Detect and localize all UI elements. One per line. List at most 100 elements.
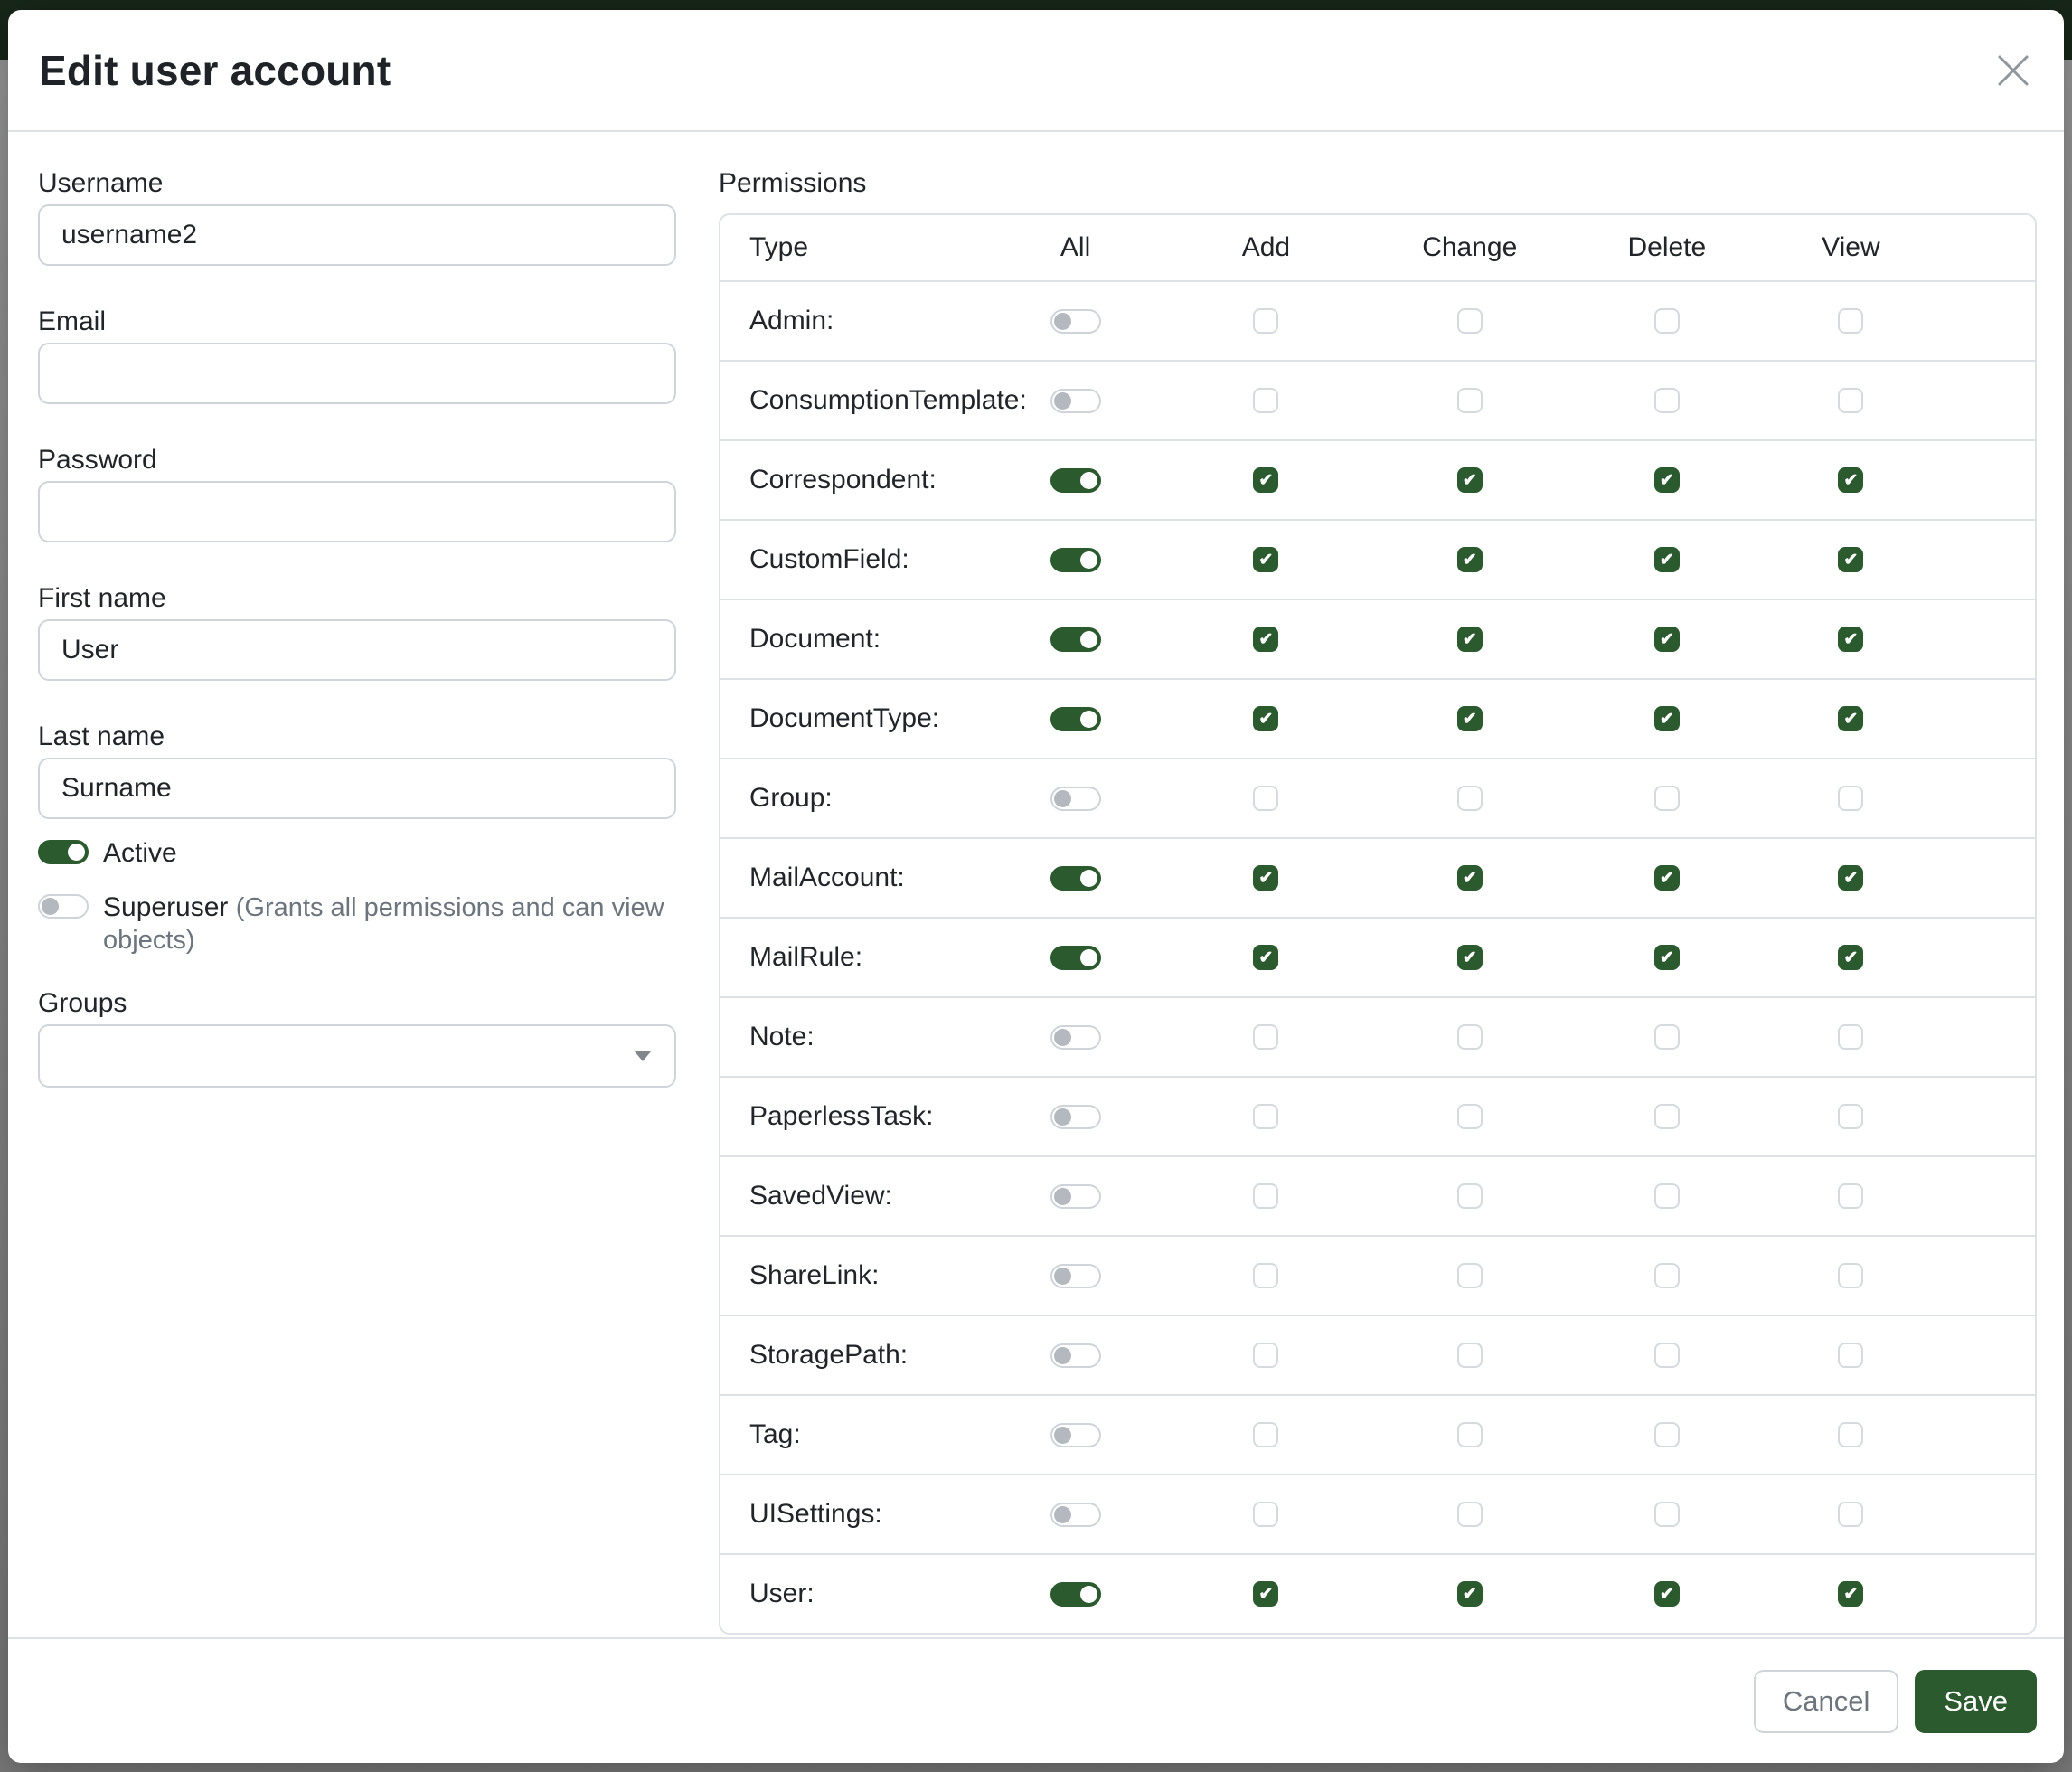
active-toggle[interactable]: [38, 840, 89, 864]
permission-delete-checkbox[interactable]: [1653, 1343, 1680, 1368]
permission-add-checkbox[interactable]: [1253, 308, 1279, 334]
permission-all-toggle[interactable]: [1050, 627, 1101, 652]
permission-all-toggle[interactable]: [1050, 547, 1101, 572]
permission-add-checkbox[interactable]: [1253, 1422, 1279, 1447]
permission-view-checkbox[interactable]: [1838, 627, 1864, 652]
permission-all-toggle[interactable]: [1050, 1263, 1101, 1288]
permission-change-checkbox[interactable]: [1456, 1343, 1483, 1368]
email-input[interactable]: [38, 343, 676, 404]
permission-delete-checkbox[interactable]: [1653, 786, 1680, 811]
permission-view-checkbox[interactable]: [1838, 1581, 1864, 1607]
permission-change-checkbox[interactable]: [1456, 308, 1483, 334]
permission-view-checkbox[interactable]: [1838, 388, 1864, 413]
permission-all-toggle[interactable]: [1050, 945, 1101, 970]
permission-add-checkbox[interactable]: [1253, 1024, 1279, 1050]
permission-add-checkbox[interactable]: [1253, 1581, 1279, 1607]
permission-change-checkbox[interactable]: [1456, 1581, 1483, 1607]
permission-change-checkbox[interactable]: [1456, 627, 1483, 652]
permission-all-toggle[interactable]: [1050, 1183, 1101, 1209]
permission-view-checkbox[interactable]: [1838, 1502, 1864, 1527]
permission-delete-checkbox[interactable]: [1653, 1263, 1680, 1288]
permission-delete-checkbox[interactable]: [1653, 706, 1680, 731]
permission-add-checkbox[interactable]: [1253, 1343, 1279, 1368]
permission-change-checkbox[interactable]: [1456, 547, 1483, 572]
permission-all-toggle[interactable]: [1050, 786, 1101, 811]
permission-change-checkbox[interactable]: [1456, 388, 1483, 413]
permission-all-toggle[interactable]: [1050, 1422, 1101, 1447]
superuser-label-text: Superuser: [103, 892, 229, 922]
permission-delete-checkbox[interactable]: [1653, 547, 1680, 572]
permission-delete-checkbox[interactable]: [1653, 1581, 1680, 1607]
permission-change-checkbox[interactable]: [1456, 865, 1483, 891]
permission-change-checkbox[interactable]: [1456, 1104, 1483, 1129]
permission-view-checkbox[interactable]: [1838, 1343, 1864, 1368]
permission-delete-checkbox[interactable]: [1653, 388, 1680, 413]
permission-delete-checkbox[interactable]: [1653, 865, 1680, 891]
superuser-hint: (Grants all permissions and can view obj…: [103, 893, 664, 955]
permission-all-toggle[interactable]: [1050, 865, 1101, 891]
permission-change-checkbox[interactable]: [1456, 467, 1483, 493]
cancel-button[interactable]: Cancel: [1753, 1669, 1899, 1733]
permission-change-checkbox[interactable]: [1456, 786, 1483, 811]
permission-view-checkbox[interactable]: [1838, 706, 1864, 731]
permission-view-checkbox[interactable]: [1838, 1422, 1864, 1447]
first-name-input[interactable]: [38, 619, 676, 681]
permission-view-checkbox[interactable]: [1838, 1024, 1864, 1050]
permission-delete-checkbox[interactable]: [1653, 1104, 1680, 1129]
permission-add-checkbox[interactable]: [1253, 786, 1279, 811]
permission-delete-checkbox[interactable]: [1653, 1183, 1680, 1209]
permission-view-checkbox[interactable]: [1838, 308, 1864, 334]
permission-all-toggle[interactable]: [1050, 1502, 1101, 1527]
permission-add-checkbox[interactable]: [1253, 706, 1279, 731]
permission-all-toggle[interactable]: [1050, 1024, 1101, 1050]
permission-view-checkbox[interactable]: [1838, 467, 1864, 493]
permission-delete-checkbox[interactable]: [1653, 1422, 1680, 1447]
permission-add-checkbox[interactable]: [1253, 627, 1279, 652]
permission-add-checkbox[interactable]: [1253, 1104, 1279, 1129]
permission-delete-checkbox[interactable]: [1653, 467, 1680, 493]
permission-all-toggle[interactable]: [1050, 1581, 1101, 1607]
permission-delete-checkbox[interactable]: [1653, 1024, 1680, 1050]
superuser-toggle[interactable]: [38, 894, 89, 919]
username-input[interactable]: [38, 204, 676, 266]
permission-add-checkbox[interactable]: [1253, 388, 1279, 413]
permission-change-checkbox[interactable]: [1456, 1422, 1483, 1447]
permission-delete-checkbox[interactable]: [1653, 627, 1680, 652]
permission-view-checkbox[interactable]: [1838, 547, 1864, 572]
permission-change-checkbox[interactable]: [1456, 945, 1483, 970]
permission-view-checkbox[interactable]: [1838, 945, 1864, 970]
permission-all-toggle[interactable]: [1050, 706, 1101, 731]
close-button[interactable]: [1988, 45, 2039, 96]
permission-delete-checkbox[interactable]: [1653, 1502, 1680, 1527]
groups-select[interactable]: [38, 1024, 676, 1088]
save-button[interactable]: Save: [1915, 1669, 2037, 1733]
permission-view-checkbox[interactable]: [1838, 865, 1864, 891]
username-field-group: Username: [38, 168, 676, 266]
permission-delete-checkbox[interactable]: [1653, 308, 1680, 334]
permission-change-checkbox[interactable]: [1456, 1024, 1483, 1050]
permission-view-checkbox[interactable]: [1838, 1104, 1864, 1129]
permission-add-checkbox[interactable]: [1253, 547, 1279, 572]
permission-view-checkbox[interactable]: [1838, 786, 1864, 811]
permission-type-label: MailAccount:: [749, 862, 905, 892]
permission-add-checkbox[interactable]: [1253, 1502, 1279, 1527]
permission-change-checkbox[interactable]: [1456, 706, 1483, 731]
permission-add-checkbox[interactable]: [1253, 1183, 1279, 1209]
permission-all-toggle[interactable]: [1050, 1343, 1101, 1368]
permission-all-toggle[interactable]: [1050, 467, 1101, 493]
permission-all-toggle[interactable]: [1050, 388, 1101, 413]
permission-add-checkbox[interactable]: [1253, 1263, 1279, 1288]
permission-add-checkbox[interactable]: [1253, 945, 1279, 970]
last-name-input[interactable]: [38, 758, 676, 819]
permission-change-checkbox[interactable]: [1456, 1183, 1483, 1209]
permission-view-checkbox[interactable]: [1838, 1263, 1864, 1288]
permission-change-checkbox[interactable]: [1456, 1263, 1483, 1288]
permission-all-toggle[interactable]: [1050, 308, 1101, 334]
permission-all-toggle[interactable]: [1050, 1104, 1101, 1129]
permission-view-checkbox[interactable]: [1838, 1183, 1864, 1209]
permission-add-checkbox[interactable]: [1253, 467, 1279, 493]
permission-change-checkbox[interactable]: [1456, 1502, 1483, 1527]
permission-add-checkbox[interactable]: [1253, 865, 1279, 891]
password-input[interactable]: [38, 481, 676, 542]
permission-delete-checkbox[interactable]: [1653, 945, 1680, 970]
